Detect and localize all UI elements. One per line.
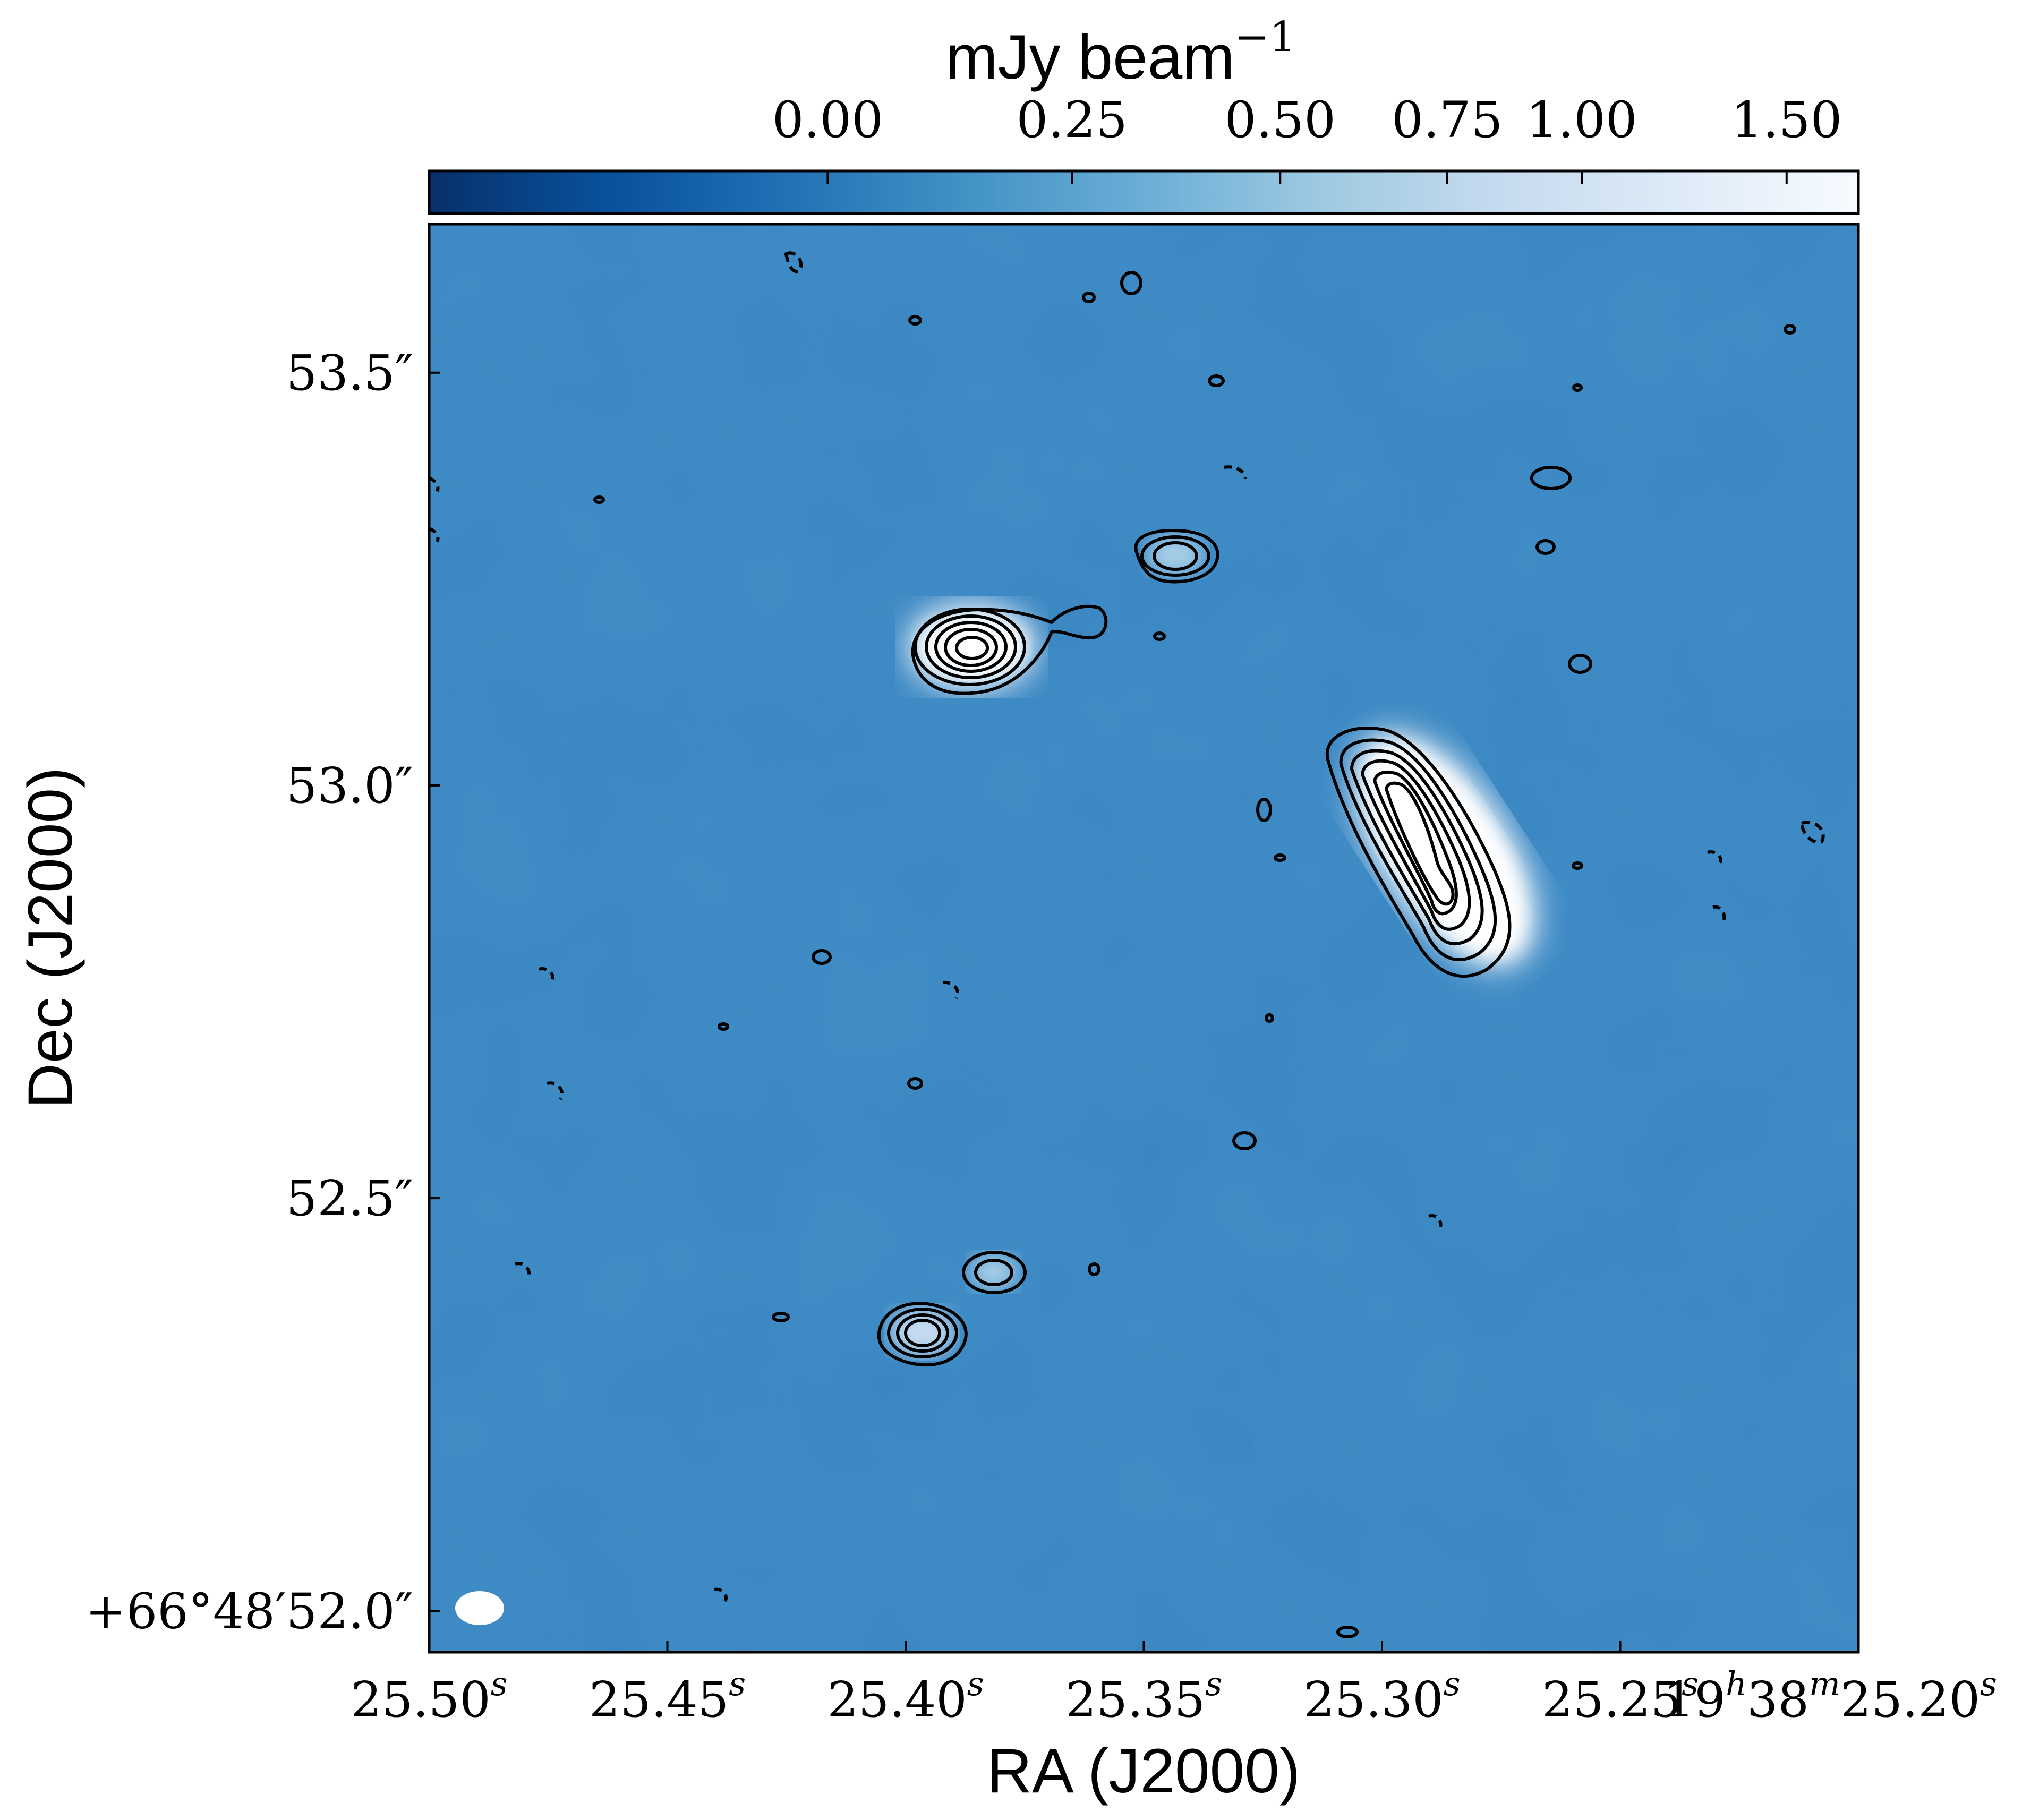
noise-contour [1256, 798, 1272, 822]
jet-contour-5 [1373, 770, 1458, 916]
noise-contour [772, 1312, 790, 1322]
jet-contour-1 [1325, 727, 1512, 978]
image-panel [429, 224, 1858, 1652]
noise-contour [1265, 1013, 1274, 1023]
ne-knot-contour-2 [1140, 535, 1210, 577]
noise-contour-dashed [547, 1081, 564, 1100]
x-axis-label: RA (J2000) [987, 1736, 1300, 1806]
x-tick-label: 25.30s [1303, 1664, 1460, 1728]
noise-contour [1120, 271, 1142, 295]
noise-contour [1568, 654, 1592, 674]
noise-contour [1232, 1131, 1257, 1150]
s-knot-2-contour-4 [904, 1319, 941, 1347]
noise-contour [1535, 539, 1556, 555]
y-tick-label: 53.5″ [286, 345, 413, 401]
noise-contour-dashed [1224, 465, 1247, 480]
noise-contour [908, 315, 922, 326]
noise-contour [812, 949, 832, 965]
noise-contour [1153, 631, 1166, 641]
core-contour-2 [914, 608, 1026, 686]
noise-contour [1784, 324, 1796, 335]
y-tick-label: 52.5″ [286, 1170, 413, 1227]
noise-contour-dashed [942, 980, 960, 999]
noise-contour-dashed [429, 527, 440, 543]
colorbar-tick-label: 1.50 [1731, 91, 1842, 149]
noise-contour-dashed [515, 1262, 531, 1278]
x-tick-label: 19h38m25.20s [1663, 1664, 1997, 1728]
colorbar-gradient [429, 171, 1858, 213]
colorbar-tick-label: 0.00 [772, 91, 883, 149]
image-noise-texture [429, 224, 1858, 1652]
y-axis: 53.5″ 53.0″ 52.5″ +66°48′52.0″ [86, 345, 440, 1639]
x-axis: 25.50s 25.45s 25.40s 25.35s 25.30s 25.25s19h3… [351, 1641, 1997, 1728]
x-tick-label: 25.50s [351, 1664, 507, 1728]
noise-contour [1572, 383, 1583, 392]
noise-contour [1088, 1262, 1100, 1276]
colorbar-tick-label: 0.75 [1392, 91, 1503, 149]
contours [429, 251, 1825, 1638]
y-tick-label: +66°48′52.0″ [86, 1583, 413, 1639]
noise-contour-dashed [1712, 905, 1726, 922]
x-tick-label: 25.45s [589, 1664, 746, 1728]
noise-contour [907, 1077, 923, 1090]
noise-contour [1530, 466, 1572, 490]
jet-contour-2 [1339, 738, 1497, 961]
noise-contour [1274, 853, 1286, 862]
noise-contour-dashed [1800, 821, 1825, 844]
noise-contour-dashed [1707, 850, 1722, 864]
noise-contour [1336, 1626, 1359, 1638]
colorbar-tick-label: 0.25 [1017, 91, 1128, 149]
y-tick-label: 53.0″ [286, 757, 413, 814]
colorbar-tick-label: 1.00 [1526, 91, 1637, 149]
noise-contour-dashed [539, 967, 554, 981]
noise-contour-dashed [429, 476, 440, 492]
x-tick-label: 25.40s [827, 1664, 984, 1728]
noise-contour [593, 495, 605, 504]
noise-contour-dashed [714, 1587, 728, 1602]
ne-knot-contour-1 [1134, 529, 1219, 584]
y-axis-label: Dec (J2000) [15, 767, 86, 1109]
core-contour-3 [925, 614, 1017, 679]
noise-contour-dashed [1428, 1214, 1443, 1227]
core-contour-5 [944, 628, 998, 667]
noise-contour-dashed [784, 251, 803, 274]
noise-contour [1208, 374, 1225, 387]
s-knot-1-contour-2 [974, 1259, 1013, 1286]
jet-contour-4 [1361, 759, 1471, 931]
colorbar-label-exponent: −1 [1235, 13, 1296, 61]
x-tick-label: 25.35s [1065, 1664, 1222, 1728]
colorbar-tick-label: 0.50 [1225, 91, 1336, 149]
colorbar: 0.00 0.25 0.50 0.75 1.00 1.50 mJy beam−1 [428, 13, 1860, 215]
jet-contour-6 [1385, 781, 1455, 906]
colorbar-ticks: 0.00 0.25 0.50 0.75 1.00 1.50 [772, 91, 1842, 184]
core-contour-4 [934, 621, 1008, 673]
x-tick-label: 25.25s [1542, 1664, 1699, 1728]
noise-contour [1082, 292, 1096, 303]
core-contour-6 [955, 636, 989, 660]
ne-knot-contour-3 [1153, 541, 1198, 571]
s-knot-1-contour-1 [962, 1251, 1027, 1294]
s-knot-2-contour-1 [877, 1302, 968, 1367]
beam-ellipse [455, 1591, 504, 1625]
s-knot-2-contour-2 [887, 1308, 958, 1358]
colorbar-frame [428, 169, 1860, 215]
noise-contour [1572, 861, 1583, 870]
colorbar-label: mJy beam−1 [945, 13, 1295, 92]
jet-contour-3 [1350, 749, 1484, 946]
noise-contour [718, 1022, 729, 1031]
s-knot-2-contour-3 [896, 1313, 949, 1353]
